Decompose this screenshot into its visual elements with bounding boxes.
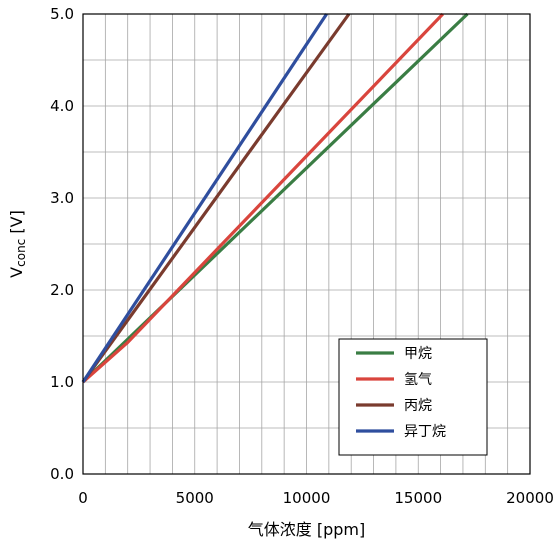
y-tick-label: 4.0 bbox=[50, 97, 74, 115]
legend-label-2: 氢气 bbox=[404, 372, 432, 388]
legend-label-1: 甲烷 bbox=[404, 346, 432, 362]
x-tick-label: 20000 bbox=[506, 489, 554, 507]
y-tick-label: 1.0 bbox=[50, 373, 74, 391]
y-tick-label: 5.0 bbox=[50, 5, 74, 23]
plot-frame bbox=[82, 13, 531, 475]
x-tick-label: 10000 bbox=[283, 489, 331, 507]
x-axis-label: 气体浓度 [ppm] bbox=[248, 520, 365, 539]
y-tick-labels: 0.0 1.0 2.0 3.0 4.0 5.0 bbox=[50, 5, 74, 483]
x-tick-label: 0 bbox=[78, 489, 88, 507]
y-axis-label-sub: conc bbox=[14, 239, 28, 267]
legend-label-3: 丙烷 bbox=[404, 398, 432, 414]
y-axis-label-tail: [V] bbox=[7, 210, 26, 239]
y-axis-label: Vconc [V] bbox=[7, 210, 28, 278]
series-line-3 bbox=[81, 13, 351, 383]
y-tick-label: 3.0 bbox=[50, 189, 74, 207]
y-tick-label: 0.0 bbox=[50, 465, 74, 483]
series-line-4 bbox=[81, 13, 328, 383]
legend-label-4: 异丁烷 bbox=[404, 424, 446, 440]
y-axis-label-main: V bbox=[7, 267, 26, 278]
legend-box bbox=[338, 338, 488, 456]
x-tick-label: 15000 bbox=[394, 489, 442, 507]
series-lines bbox=[81, 12, 469, 384]
x-tick-label: 5000 bbox=[176, 489, 214, 507]
y-tick-label: 2.0 bbox=[50, 281, 74, 299]
series-line-2 bbox=[81, 12, 444, 384]
x-tick-labels: 0 5000 10000 15000 20000 bbox=[78, 489, 554, 507]
